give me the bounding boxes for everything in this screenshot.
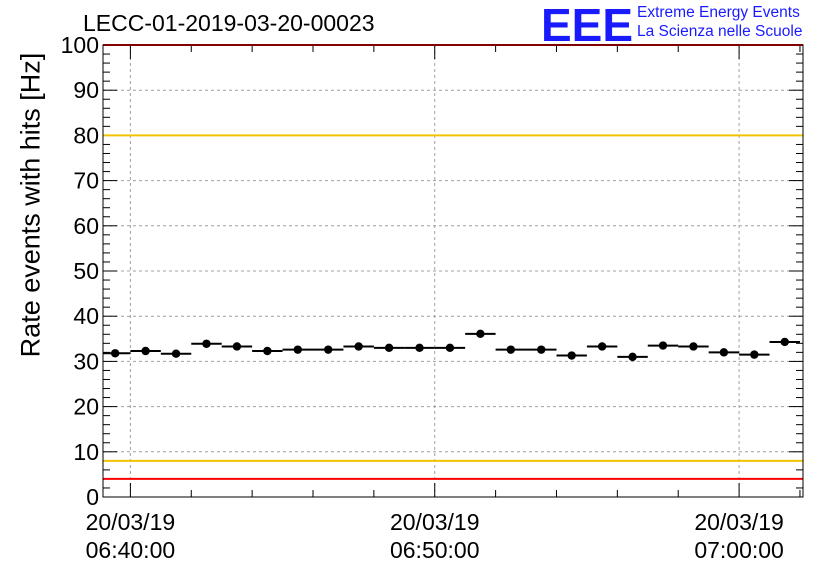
data-point-marker — [658, 341, 668, 350]
data-point — [769, 337, 800, 347]
data-point — [191, 339, 222, 348]
data-point-marker — [141, 346, 150, 356]
data-point — [343, 342, 374, 351]
data-point — [465, 329, 496, 339]
y-axis-label: Rate events with hits [Hz] — [15, 52, 46, 358]
logo-text: Extreme Energy Events La Scienza nelle S… — [637, 3, 802, 41]
data-point-marker — [110, 349, 120, 358]
data-point-marker — [445, 343, 455, 353]
data-point — [495, 345, 527, 354]
data-point — [434, 343, 466, 353]
y-tick-label: 30 — [73, 348, 99, 374]
data-point — [373, 343, 405, 353]
data-point — [221, 342, 253, 351]
data-point-marker — [324, 345, 333, 354]
data-point-marker — [202, 339, 211, 348]
data-point-marker — [171, 349, 181, 358]
data-point — [526, 345, 557, 354]
data-point-marker — [719, 348, 729, 357]
y-tick-label: 50 — [73, 258, 99, 284]
y-tick-label: 80 — [73, 122, 99, 148]
data-point-marker — [232, 342, 242, 351]
data-point — [313, 345, 344, 354]
data-point — [282, 345, 313, 354]
x-tick-date: 20/03/19 — [694, 509, 784, 535]
data-point-marker — [506, 345, 516, 354]
y-tick-label: 40 — [73, 303, 99, 329]
data-point — [617, 352, 648, 362]
y-tick-label: 90 — [73, 77, 99, 103]
data-point-marker — [628, 352, 637, 362]
x-tick-time: 07:00:00 — [694, 537, 784, 563]
data-point-marker — [384, 343, 394, 353]
chart-title: LECC-01-2019-03-20-00023 — [83, 10, 375, 36]
x-tick-time: 06:50:00 — [390, 537, 480, 563]
data-point-marker — [567, 351, 576, 360]
data-point-marker — [263, 346, 272, 356]
y-tick-label: 10 — [73, 439, 99, 465]
y-tick-label: 100 — [61, 32, 99, 58]
data-point — [130, 346, 161, 356]
logo-line-2: La Scienza nelle Scuole — [637, 23, 803, 40]
data-point-marker — [354, 342, 363, 351]
data-point — [252, 346, 283, 356]
data-point — [404, 343, 435, 353]
data-point-marker — [537, 345, 546, 354]
y-tick-label: 70 — [73, 168, 99, 194]
x-tick-date: 20/03/19 — [390, 509, 480, 535]
x-tick-date: 20/03/19 — [86, 509, 176, 535]
data-point — [647, 341, 679, 350]
data-point-marker — [476, 329, 485, 339]
y-tick-label: 60 — [73, 213, 99, 239]
data-point — [586, 342, 618, 351]
data-point — [160, 349, 192, 358]
data-point — [708, 348, 740, 357]
data-point-marker — [750, 350, 759, 359]
data-point-marker — [597, 342, 607, 351]
x-tick-time: 06:40:00 — [86, 537, 176, 563]
data-point-marker — [689, 342, 698, 351]
y-tick-label: 20 — [73, 394, 99, 420]
plot-frame — [102, 44, 804, 498]
data-point — [678, 342, 709, 351]
data-point — [556, 351, 587, 360]
data-point-marker — [415, 343, 424, 353]
logo-letters: EEE — [541, 2, 633, 46]
logo-line-1: Extreme Energy Events — [637, 4, 800, 21]
data-point — [739, 350, 770, 359]
data-point-marker — [293, 345, 302, 354]
data-point — [103, 349, 131, 358]
y-tick-label: 0 — [86, 484, 99, 510]
eee-logo: EEE — [541, 2, 633, 46]
data-point-marker — [780, 337, 789, 347]
